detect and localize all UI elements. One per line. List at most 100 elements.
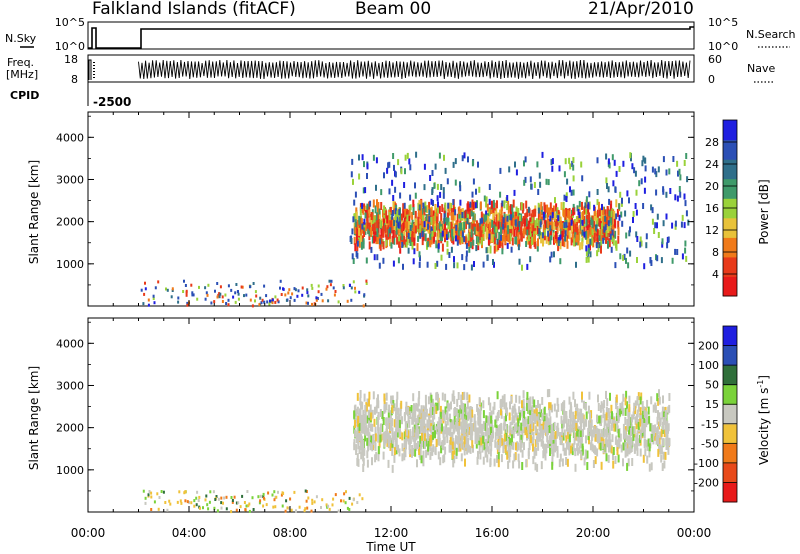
data-cell bbox=[465, 440, 467, 449]
data-cell bbox=[305, 301, 308, 305]
data-cell bbox=[492, 234, 495, 243]
data-cell bbox=[587, 256, 590, 263]
data-cell bbox=[355, 435, 358, 443]
data-cell bbox=[389, 238, 391, 247]
data-cell bbox=[376, 220, 379, 229]
data-cell bbox=[389, 443, 392, 451]
data-cell bbox=[190, 501, 193, 505]
data-cell bbox=[462, 408, 464, 417]
data-cell bbox=[368, 391, 371, 400]
data-cell bbox=[263, 284, 266, 288]
data-cell bbox=[591, 219, 594, 228]
data-cell bbox=[544, 204, 547, 213]
data-cell bbox=[406, 221, 408, 230]
data-cell bbox=[452, 212, 455, 221]
data-cell bbox=[404, 208, 407, 217]
data-cell bbox=[615, 170, 618, 177]
data-cell bbox=[363, 293, 366, 297]
data-cell bbox=[362, 457, 365, 466]
data-cell bbox=[374, 454, 377, 463]
data-cell bbox=[477, 432, 480, 441]
data-cell bbox=[453, 228, 456, 237]
data-cell bbox=[267, 491, 270, 495]
colorbar-tick-label: -200 bbox=[694, 476, 719, 489]
data-cell bbox=[558, 459, 561, 468]
data-cell bbox=[444, 167, 447, 174]
data-cell bbox=[416, 403, 419, 412]
data-cell bbox=[271, 301, 274, 305]
data-cell bbox=[430, 426, 433, 435]
data-cell bbox=[641, 415, 644, 423]
data-cell bbox=[449, 422, 452, 431]
data-cell bbox=[442, 455, 445, 464]
data-cell bbox=[418, 204, 421, 211]
data-cell bbox=[565, 192, 568, 199]
data-cell bbox=[542, 430, 544, 439]
data-cell bbox=[573, 428, 576, 437]
data-cell bbox=[668, 404, 671, 413]
data-cell bbox=[602, 237, 605, 244]
data-cell bbox=[433, 233, 436, 242]
data-cell bbox=[433, 411, 436, 420]
data-cell bbox=[427, 223, 430, 230]
data-cell bbox=[578, 434, 581, 443]
data-cell bbox=[387, 432, 390, 441]
data-cell bbox=[595, 434, 598, 442]
data-cell bbox=[437, 246, 440, 253]
x-tick-label: 20:00 bbox=[576, 526, 611, 540]
data-cell bbox=[528, 223, 530, 232]
data-cell bbox=[419, 435, 422, 444]
data-cell bbox=[567, 438, 570, 447]
data-cell bbox=[401, 453, 404, 462]
data-cell bbox=[379, 219, 382, 228]
data-cell bbox=[475, 245, 478, 252]
data-cell bbox=[639, 396, 642, 405]
data-cell bbox=[523, 420, 526, 429]
data-cell bbox=[275, 495, 278, 499]
data-cell bbox=[596, 237, 599, 246]
data-cell bbox=[586, 214, 589, 223]
data-cell bbox=[327, 504, 330, 508]
data-cell bbox=[179, 499, 182, 503]
data-cell bbox=[555, 231, 557, 240]
data-cell bbox=[585, 245, 588, 252]
data-cell bbox=[382, 241, 385, 250]
data-cell bbox=[545, 419, 548, 428]
data-cell bbox=[429, 231, 432, 240]
data-cell bbox=[147, 493, 150, 497]
data-cell bbox=[360, 401, 362, 410]
data-cell bbox=[632, 432, 635, 441]
data-cell bbox=[407, 232, 410, 239]
data-cell bbox=[616, 417, 619, 426]
data-cell bbox=[607, 225, 610, 233]
data-cell bbox=[262, 504, 265, 508]
data-cell bbox=[628, 395, 631, 404]
data-cell bbox=[612, 237, 615, 246]
data-cell bbox=[634, 170, 637, 177]
data-cell bbox=[538, 403, 541, 412]
data-cell bbox=[357, 458, 360, 467]
data-cell bbox=[524, 176, 527, 183]
data-cell bbox=[482, 213, 485, 222]
data-cell bbox=[230, 496, 233, 499]
data-cell bbox=[657, 448, 660, 457]
data-cell bbox=[568, 447, 571, 456]
data-cell bbox=[494, 243, 497, 252]
data-cell bbox=[162, 490, 165, 494]
data-cell bbox=[360, 235, 362, 244]
data-cell bbox=[596, 189, 599, 195]
data-cell bbox=[351, 253, 354, 260]
data-cell bbox=[354, 419, 356, 428]
data-cell bbox=[601, 227, 604, 236]
data-cell bbox=[525, 212, 528, 221]
data-cell bbox=[554, 431, 557, 440]
data-cell bbox=[363, 447, 366, 456]
data-cell bbox=[411, 219, 414, 228]
data-cell bbox=[430, 236, 433, 245]
data-cell bbox=[370, 423, 372, 432]
data-cell bbox=[554, 440, 557, 449]
data-cell bbox=[494, 432, 497, 441]
colorbar-swatch bbox=[723, 404, 737, 425]
data-cell bbox=[517, 418, 520, 427]
data-cell bbox=[631, 438, 634, 447]
